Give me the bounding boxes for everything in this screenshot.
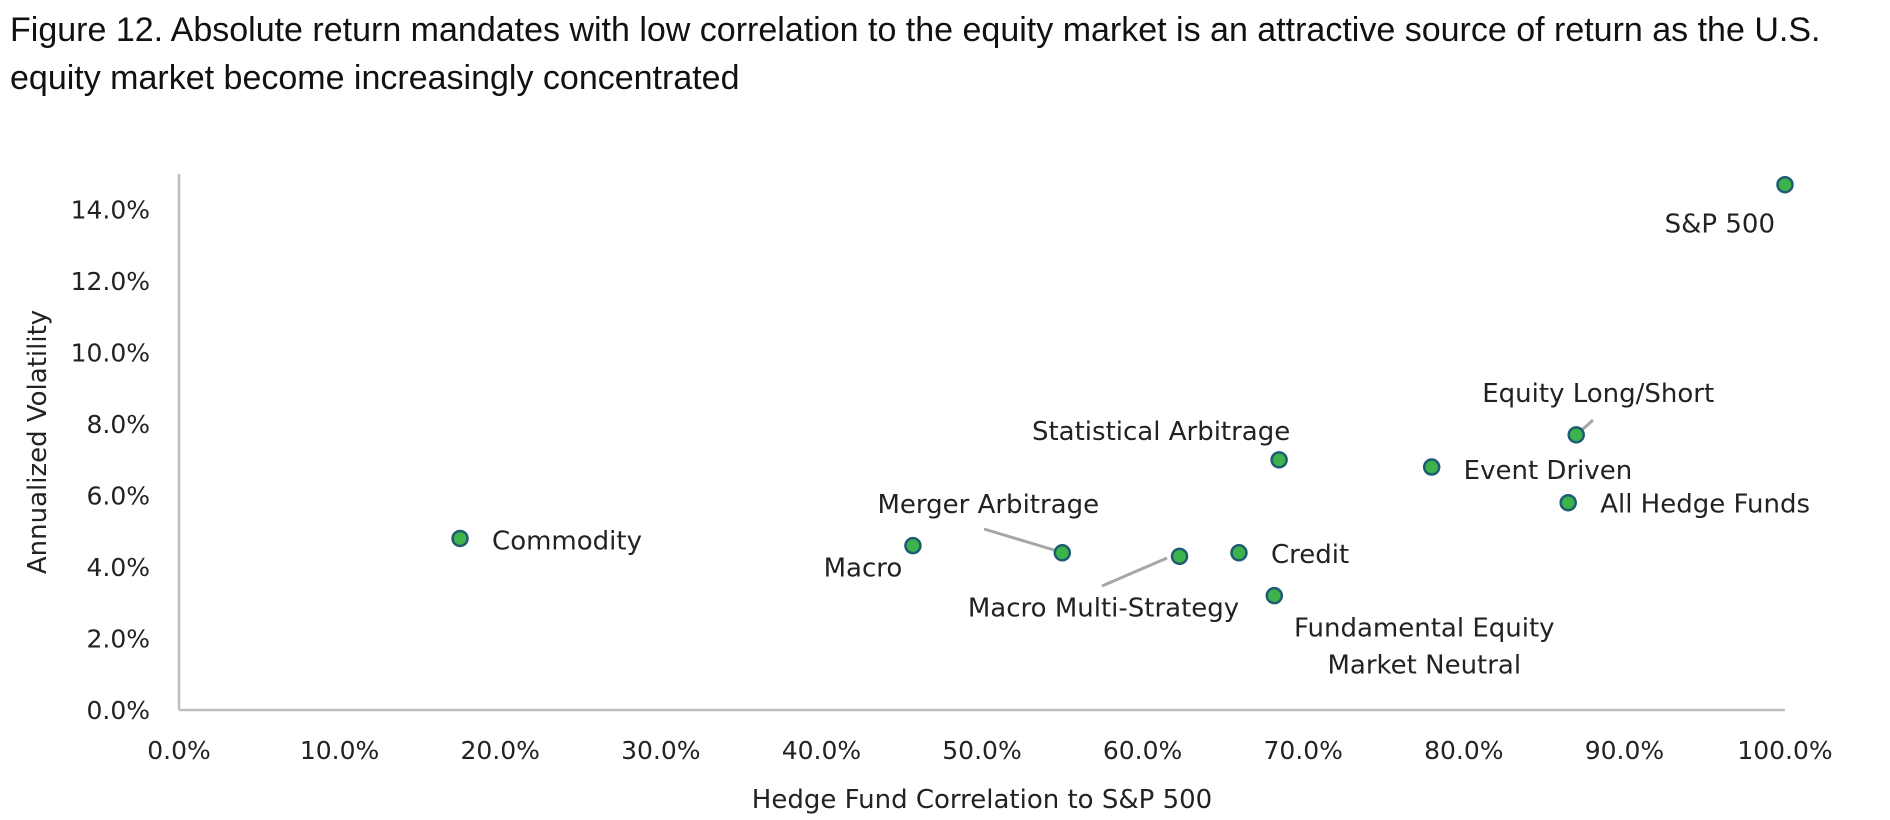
point-label-line: All Hedge Funds xyxy=(1600,490,1810,520)
point-credit xyxy=(1230,544,1248,562)
point-macro xyxy=(904,536,922,555)
point-label-line: Statistical Arbitrage xyxy=(1032,417,1290,447)
point-all-hedge-funds xyxy=(1559,493,1577,512)
x-axis-title: Hedge Fund Correlation to S&P 500 xyxy=(752,785,1212,815)
point-commodity xyxy=(451,529,469,548)
point-label-line: S&P 500 xyxy=(1665,210,1775,240)
y-tick-label: 4.0% xyxy=(86,553,150,582)
chart-title: Figure 12. Absolute return mandates with… xyxy=(10,11,1821,97)
leader-line-merger-arbitrage xyxy=(983,527,1055,552)
point-label-line: Event Driven xyxy=(1464,456,1633,486)
point-sandp-500 xyxy=(1776,175,1794,194)
data-points xyxy=(451,175,1794,605)
x-tick-label: 100.0% xyxy=(1737,736,1832,765)
x-tick-label: 90.0% xyxy=(1585,736,1664,765)
y-tick-label: 6.0% xyxy=(86,482,150,511)
y-tick-label: 14.0% xyxy=(71,196,150,225)
y-tick-label: 2.0% xyxy=(86,625,150,654)
x-tick-labels: 0.0% 10.0% 20.0% 30.0% 40.0% 50.0% 60.0% 70.0% 8… xyxy=(147,736,1832,765)
point-label-macro-multi-strategy: Macro Multi-Strategy xyxy=(968,593,1239,623)
point-label-line: Equity Long/Short xyxy=(1482,379,1714,409)
point-equity-long-short xyxy=(1567,426,1585,444)
point-label-sandp-500: S&P 500 xyxy=(1665,210,1775,240)
point-label-fundamental-equity-market-neutral: Fundamental Equity Market Neutral xyxy=(1294,614,1555,681)
point-macro-multi-strategy xyxy=(1170,547,1189,566)
point-label-line: Credit xyxy=(1271,540,1349,570)
point-label-macro: Macro xyxy=(824,554,903,584)
y-tick-label: 0.0% xyxy=(86,696,150,725)
x-tick-label: 50.0% xyxy=(942,736,1021,765)
point-label-event-driven: Event Driven xyxy=(1464,456,1633,486)
y-tick-labels: 0.0% 2.0% 4.0% 6.0% 8.0% 10.0% 12.0% 14.0% xyxy=(71,196,150,725)
point-label-all-hedge-funds: All Hedge Funds xyxy=(1600,490,1810,520)
x-tick-label: 30.0% xyxy=(621,736,700,765)
leader-line-macro-multi-strategy xyxy=(1101,556,1168,588)
point-label-line: Commodity xyxy=(492,526,642,556)
y-tick-label: 8.0% xyxy=(86,410,150,439)
point-statistical-arbitrage xyxy=(1270,451,1288,469)
y-tick-label: 12.0% xyxy=(71,267,150,296)
point-merger-arbitrage xyxy=(1053,544,1072,562)
x-tick-label: 60.0% xyxy=(1103,736,1182,765)
point-label-line: Macro xyxy=(824,554,903,584)
point-fundamental-equity-market-neutral xyxy=(1265,586,1284,605)
y-axis-title: Annualized Volatility xyxy=(23,310,53,574)
point-label-merger-arbitrage: Merger Arbitrage xyxy=(877,490,1099,520)
x-tick-label: 0.0% xyxy=(147,736,211,765)
point-label-commodity: Commodity xyxy=(492,526,642,556)
x-tick-label: 80.0% xyxy=(1424,736,1503,765)
point-label-credit: Credit xyxy=(1271,540,1349,570)
point-label-line: Macro Multi-Strategy xyxy=(968,593,1239,623)
point-label-statistical-arbitrage: Statistical Arbitrage xyxy=(1032,417,1290,447)
x-tick-label: 40.0% xyxy=(782,736,861,765)
point-label-line: Merger Arbitrage xyxy=(877,490,1099,520)
data-labels: S&P 500 Equity Long/Short Event Driven All … xyxy=(492,210,1810,681)
point-label-line: Market Neutral xyxy=(1327,651,1521,681)
x-tick-label: 70.0% xyxy=(1263,736,1342,765)
point-event-driven xyxy=(1422,458,1441,476)
x-tick-label: 20.0% xyxy=(460,736,539,765)
point-label-line: Fundamental Equity xyxy=(1294,614,1555,644)
y-tick-label: 10.0% xyxy=(71,339,150,368)
x-tick-label: 10.0% xyxy=(300,736,379,765)
point-label-equity-long-short: Equity Long/Short xyxy=(1482,379,1714,409)
